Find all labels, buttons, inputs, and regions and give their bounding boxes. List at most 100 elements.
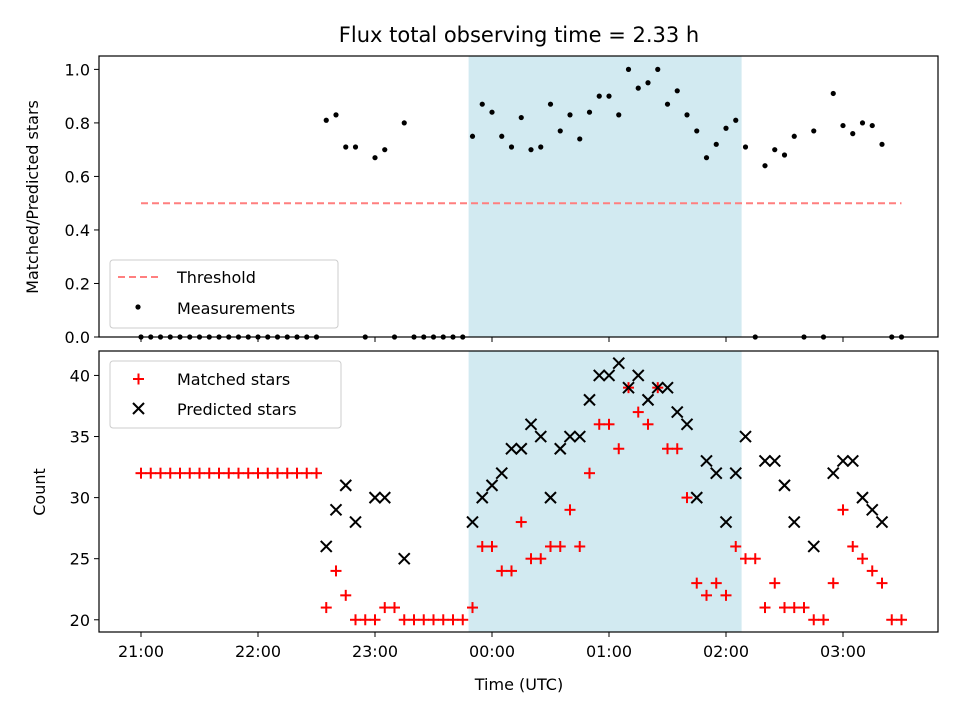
predicted-star-point: [524, 418, 538, 431]
measurement-point: [518, 114, 524, 121]
matched-star-point: [379, 602, 391, 614]
top-ytick-label: 0.0: [65, 328, 90, 347]
predicted-star-point: [846, 454, 859, 468]
predicted-star-stroke-b: [544, 491, 557, 504]
predicted-star-point: [719, 515, 733, 529]
predicted-star-point: [563, 430, 577, 443]
matched-star-point: [730, 540, 742, 552]
predicted-star-stroke-b: [495, 466, 508, 480]
predicted-star-point: [583, 393, 596, 407]
predicted-star-point: [641, 393, 655, 407]
matched-star-point: [272, 467, 283, 479]
predicted-star-stroke-b: [329, 503, 343, 517]
measurement-point: [401, 120, 407, 126]
predicted-star-point: [866, 503, 879, 517]
predicted-star-stroke-b: [768, 454, 781, 468]
predicted-star-stroke-b: [554, 442, 567, 455]
matched-star-point: [749, 553, 761, 565]
predicted-star-point: [515, 442, 528, 455]
matched-star-point: [798, 602, 810, 614]
measurements-legend-swatch: [135, 304, 141, 310]
bottom-ytick-label: 35: [70, 428, 90, 447]
predicted-star-point: [573, 430, 586, 443]
matched-star-point: [262, 467, 274, 479]
predicted-star-stroke-b: [368, 491, 382, 504]
predicted-star-stroke-b: [788, 515, 801, 529]
bottom-legend-box: [109, 360, 342, 429]
measurement-point: [733, 117, 739, 123]
matched-star-point: [369, 614, 381, 626]
matched-star-point: [818, 614, 829, 626]
measurement-point: [596, 93, 602, 99]
legend-threshold-label: Threshold: [176, 268, 256, 287]
matched-star-point: [701, 589, 712, 601]
matched-star-point: [515, 516, 527, 528]
matched-star-point: [740, 553, 751, 565]
predicted-star-stroke-b: [739, 430, 752, 443]
predicted-star-point: [758, 454, 772, 468]
measurement-point: [333, 112, 339, 118]
predicted-star-point: [349, 515, 362, 529]
matched-star-point: [584, 467, 595, 479]
predicted-star-stroke-b: [758, 454, 772, 468]
predicted-star-point: [739, 430, 752, 443]
predicted-star-point: [710, 466, 723, 480]
matched-star-point: [847, 540, 859, 552]
predicted-star-stroke-b: [661, 381, 674, 394]
matched-star-point: [428, 614, 439, 626]
matched-star-point: [389, 602, 400, 614]
bottom-ytick-label: 25: [70, 550, 90, 569]
measurement-point: [879, 141, 885, 147]
predicted-star-stroke-b: [836, 454, 850, 468]
top-ytick-label: 1.0: [65, 60, 90, 79]
bottom-xtick-label: 21:00: [118, 642, 164, 661]
predicted-star-stroke-b: [563, 430, 577, 443]
matched-star-point: [535, 553, 547, 565]
matched-star-point: [418, 614, 430, 626]
predicted-star-stroke-b: [778, 479, 791, 492]
matched-star-point: [252, 467, 264, 479]
predicted-star-point: [320, 540, 333, 553]
matched-star-point: [632, 406, 644, 418]
measurement-point: [811, 128, 817, 134]
measurement-point: [791, 133, 797, 139]
measurement-point: [723, 125, 729, 131]
measurement-point: [538, 144, 544, 150]
matched-star-point: [710, 577, 722, 589]
measurement-point: [830, 90, 836, 97]
bottom-xtick-label: 22:00: [235, 642, 281, 661]
predicted-star-stroke-b: [612, 357, 625, 370]
predicted-star-point: [368, 491, 382, 504]
measurement-point: [577, 136, 583, 142]
matched-star-point: [213, 467, 225, 479]
predicted-star-point: [836, 454, 850, 468]
predicted-star-stroke-b: [505, 442, 518, 455]
predicted-star-point: [534, 430, 547, 443]
predicted-star-point: [807, 540, 820, 553]
predicted-star-point: [476, 491, 489, 504]
matched-star-point: [340, 589, 352, 601]
matched-star-point: [174, 467, 186, 479]
matched-star-point: [242, 467, 254, 479]
matched-star-point: [496, 565, 508, 577]
matched-star-point: [164, 467, 176, 479]
predicted-star-point: [505, 442, 518, 455]
matched-star-point: [135, 467, 147, 479]
predicted-star-stroke-b: [632, 369, 645, 382]
matched-star-point: [886, 614, 898, 626]
measurement-point: [635, 85, 641, 91]
matched-star-point: [574, 540, 586, 552]
bottom-ytick-label: 20: [70, 611, 90, 630]
measurement-point: [850, 131, 856, 137]
predicted-star-stroke-b: [515, 442, 528, 455]
predicted-star-stroke-b: [534, 430, 547, 443]
matched-star-point: [203, 467, 215, 479]
matched-star-point: [593, 418, 605, 430]
matched-star-point: [554, 540, 566, 552]
matched-star-point: [691, 577, 703, 589]
predicted-star-point: [544, 491, 557, 504]
predicted-star-point: [632, 369, 645, 382]
legend-measurements-label: Measurements: [177, 299, 295, 318]
predicted-star-point: [788, 515, 801, 529]
matched-star-point: [603, 418, 615, 430]
